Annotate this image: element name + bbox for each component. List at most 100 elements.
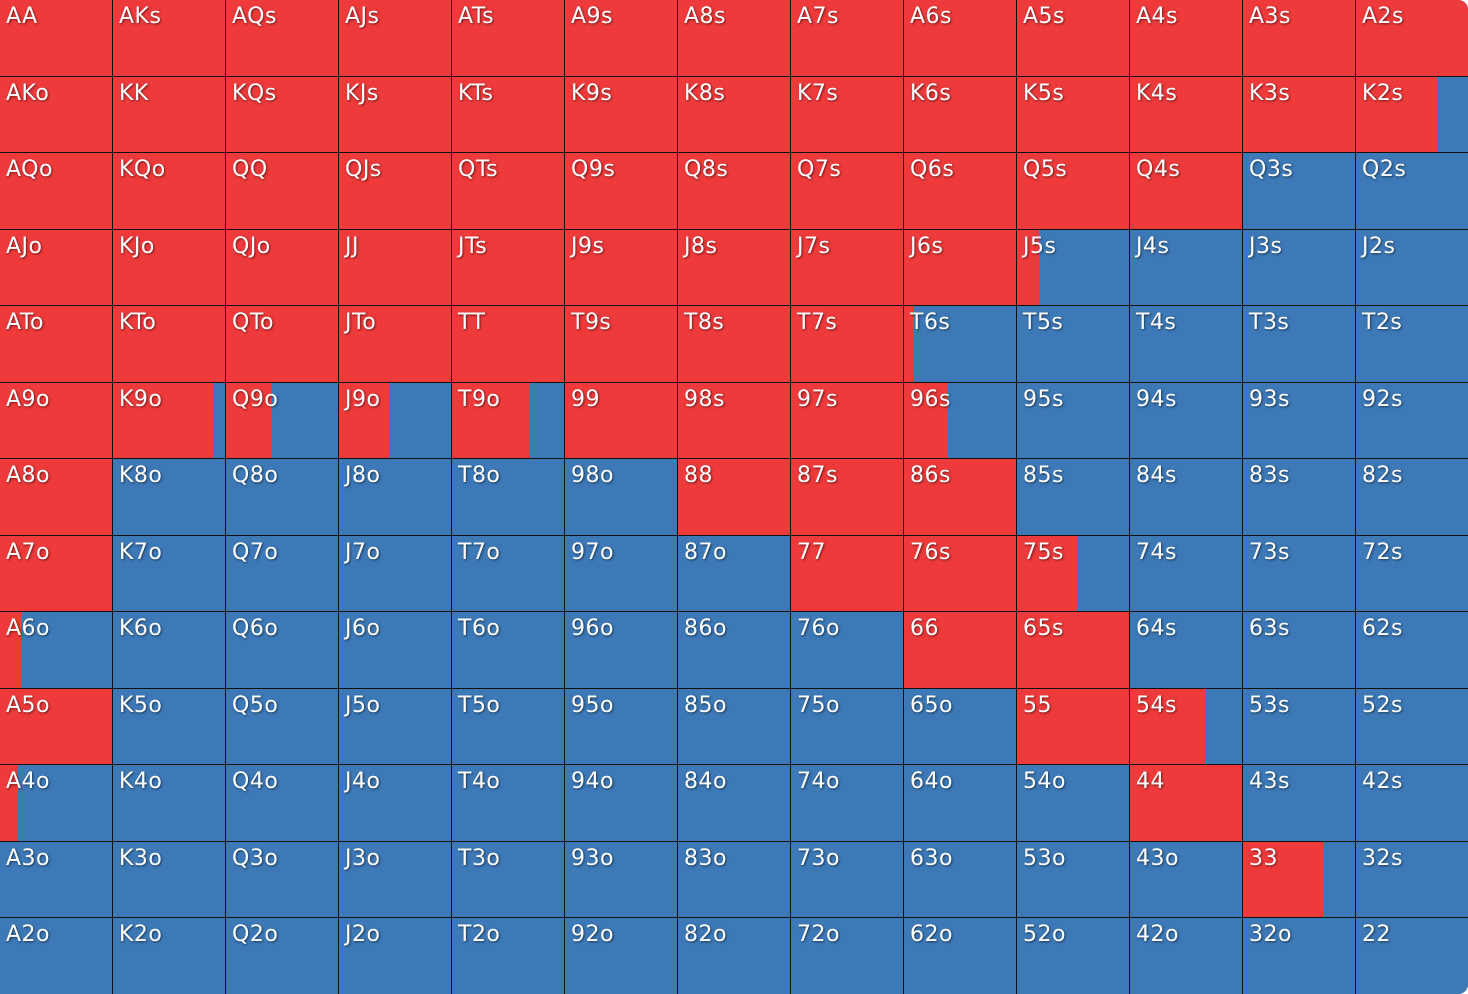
hand-cell[interactable]: 63o [904,841,1016,918]
hand-cell[interactable]: Q9o [226,382,338,459]
hand-cell[interactable]: 66 [904,612,1016,688]
hand-cell[interactable]: 93s [1243,382,1355,459]
hand-cell[interactable]: J3o [339,841,451,918]
hand-cell[interactable]: A6o [0,612,112,688]
hand-cell[interactable]: 75o [791,688,903,765]
hand-cell[interactable]: KJo [113,229,225,306]
hand-cell[interactable]: Q8s [678,153,790,229]
hand-cell[interactable]: 97o [565,535,677,612]
hand-cell[interactable]: ATs [452,0,564,76]
hand-cell[interactable]: JTo [339,306,451,382]
hand-cell[interactable]: 98s [678,382,790,459]
hand-cell[interactable]: T7o [452,535,564,612]
hand-cell[interactable]: A8s [678,0,790,76]
hand-cell[interactable]: A2s [1356,0,1468,76]
hand-cell[interactable]: 65s [1017,612,1129,688]
hand-cell[interactable]: 52s [1356,688,1468,765]
hand-cell[interactable]: T2s [1356,306,1468,382]
hand-cell[interactable]: 73s [1243,535,1355,612]
hand-cell[interactable]: 83o [678,841,790,918]
hand-cell[interactable]: 44 [1130,765,1242,841]
hand-cell[interactable]: Q8o [226,459,338,535]
hand-cell[interactable]: 77 [791,535,903,612]
hand-cell[interactable]: 43s [1243,765,1355,841]
hand-cell[interactable]: T3o [452,841,564,918]
hand-cell[interactable]: K5o [113,688,225,765]
hand-cell[interactable]: 32o [1243,918,1355,994]
hand-cell[interactable]: Q3o [226,841,338,918]
hand-cell[interactable]: J5o [339,688,451,765]
hand-cell[interactable]: K2o [113,918,225,994]
hand-cell[interactable]: A4s [1130,0,1242,76]
hand-cell[interactable]: Q9s [565,153,677,229]
hand-cell[interactable]: A6s [904,0,1016,76]
hand-cell[interactable]: K3o [113,841,225,918]
hand-cell[interactable]: KTo [113,306,225,382]
hand-cell[interactable]: A3o [0,841,112,918]
hand-cell[interactable]: J4o [339,765,451,841]
hand-cell[interactable]: K5s [1017,76,1129,153]
hand-cell[interactable]: Q7s [791,153,903,229]
hand-cell[interactable]: 72o [791,918,903,994]
hand-cell[interactable]: 32s [1356,841,1468,918]
hand-cell[interactable]: 97s [791,382,903,459]
hand-cell[interactable]: 76s [904,535,1016,612]
hand-cell[interactable]: K2s [1356,76,1468,153]
hand-cell[interactable]: 73o [791,841,903,918]
hand-cell[interactable]: T8o [452,459,564,535]
hand-cell[interactable]: J7s [791,229,903,306]
hand-cell[interactable]: T9o [452,382,564,459]
hand-cell[interactable]: T5s [1017,306,1129,382]
hand-cell[interactable]: 93o [565,841,677,918]
hand-cell[interactable]: 63s [1243,612,1355,688]
hand-cell[interactable]: AKo [0,76,112,153]
hand-cell[interactable]: A2o [0,918,112,994]
hand-cell[interactable]: AQs [226,0,338,76]
hand-cell[interactable]: K8s [678,76,790,153]
hand-cell[interactable]: Q4s [1130,153,1242,229]
hand-cell[interactable]: QTo [226,306,338,382]
hand-cell[interactable]: J9s [565,229,677,306]
hand-cell[interactable]: K7o [113,535,225,612]
hand-cell[interactable]: 95s [1017,382,1129,459]
hand-cell[interactable]: A5o [0,688,112,765]
hand-cell[interactable]: Q7o [226,535,338,612]
hand-cell[interactable]: 43o [1130,841,1242,918]
hand-cell[interactable]: Q2o [226,918,338,994]
hand-cell[interactable]: TT [452,306,564,382]
hand-cell[interactable]: 94o [565,765,677,841]
hand-cell[interactable]: J3s [1243,229,1355,306]
hand-cell[interactable]: 95o [565,688,677,765]
hand-cell[interactable]: 76o [791,612,903,688]
hand-cell[interactable]: 42o [1130,918,1242,994]
hand-cell[interactable]: 53o [1017,841,1129,918]
hand-cell[interactable]: 84s [1130,459,1242,535]
hand-cell[interactable]: K9s [565,76,677,153]
hand-cell[interactable]: 96s [904,382,1016,459]
hand-cell[interactable]: J7o [339,535,451,612]
hand-cell[interactable]: KK [113,76,225,153]
hand-cell[interactable]: KTs [452,76,564,153]
hand-cell[interactable]: Q6s [904,153,1016,229]
hand-cell[interactable]: AKs [113,0,225,76]
hand-cell[interactable]: AJs [339,0,451,76]
hand-cell[interactable]: 98o [565,459,677,535]
hand-cell[interactable]: 52o [1017,918,1129,994]
hand-cell[interactable]: AQo [0,153,112,229]
hand-cell[interactable]: KJs [339,76,451,153]
hand-cell[interactable]: J8o [339,459,451,535]
hand-cell[interactable]: Q2s [1356,153,1468,229]
hand-cell[interactable]: 85s [1017,459,1129,535]
hand-cell[interactable]: 64o [904,765,1016,841]
hand-cell[interactable]: 85o [678,688,790,765]
hand-cell[interactable]: 88 [678,459,790,535]
hand-cell[interactable]: J6s [904,229,1016,306]
hand-cell[interactable]: QJs [339,153,451,229]
hand-cell[interactable]: T9s [565,306,677,382]
hand-cell[interactable]: 74o [791,765,903,841]
hand-cell[interactable]: 96o [565,612,677,688]
hand-cell[interactable]: T3s [1243,306,1355,382]
hand-cell[interactable]: 99 [565,382,677,459]
hand-cell[interactable]: AJo [0,229,112,306]
hand-cell[interactable]: Q4o [226,765,338,841]
